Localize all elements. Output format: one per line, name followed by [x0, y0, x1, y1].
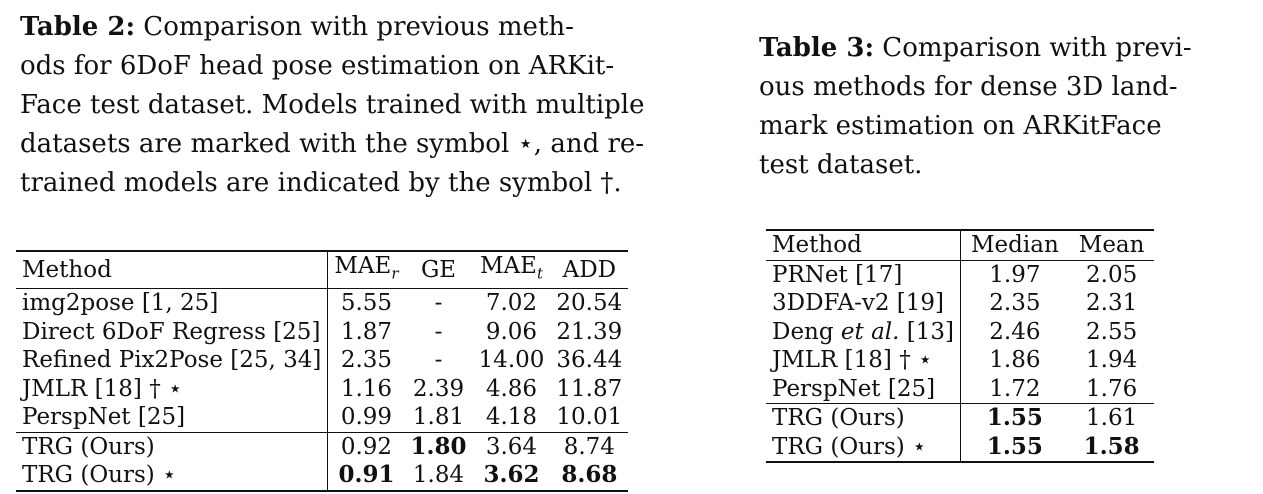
table-row: TRG (Ours) 1.55 1.61 — [766, 403, 1155, 433]
caption-label: Table 2: — [20, 12, 136, 42]
table-row: PerspNet [25] 0.99 1.81 4.18 10.01 — [16, 403, 628, 433]
table-header-row: Method MAEr GE MAEt ADD — [16, 250, 629, 290]
table-row: JMLR [18] † ⋆ 1.16 2.39 4.86 11.87 — [16, 374, 628, 404]
table-row: PerspNet [25] 1.72 1.76 — [766, 374, 1154, 404]
caption-line: test dataset. — [759, 150, 923, 180]
caption-line: ous methods for dense 3D land- — [759, 72, 1178, 102]
caption-line: datasets are marked with the symbol ⋆, a… — [20, 129, 645, 159]
table3: Method Median Mean PRNet [17] 1.97 2.05 … — [766, 229, 1155, 463]
table-row: PRNet [17] 1.97 2.05 — [766, 260, 1154, 289]
table-row: TRG (Ours) ⋆ 1.55 1.58 — [766, 432, 1155, 463]
table-row: TRG (Ours) 0.92 1.80 3.64 8.74 — [16, 431, 629, 462]
table2-caption: Table 2: Comparison with previous meth- … — [20, 8, 710, 203]
caption-line: mark estimation on ARKitFace — [759, 111, 1162, 141]
col-mean: Mean — [1068, 229, 1155, 261]
table-row: Deng et al. [13] 2.46 2.55 — [766, 317, 1154, 346]
table-row: Direct 6DoF Regress [25] 1.87 - 9.06 21.… — [16, 317, 628, 347]
caption-line: ods for 6DoF head pose estimation on ARK… — [20, 51, 615, 81]
col-add: ADD — [550, 250, 629, 290]
table2: Method MAEr GE MAEt ADD img2pose [1, 25]… — [16, 250, 629, 492]
table3-caption: Table 3: Comparison with previ- ous meth… — [759, 29, 1254, 185]
col-mae-r: MAEr — [327, 250, 405, 290]
col-ge: GE — [404, 250, 473, 290]
col-method: Method — [16, 250, 329, 290]
caption-line: Table 2: Comparison with previous meth- — [20, 12, 574, 42]
table-row: JMLR [18] † ⋆ 1.86 1.94 — [766, 346, 1154, 375]
caption-line: Face test dataset. Models trained with m… — [20, 90, 645, 120]
table-row: Refined Pix2Pose [25, 34] 2.35 - 14.00 3… — [16, 346, 628, 375]
caption-line: Table 3: Comparison with previ- — [759, 33, 1192, 63]
table-header-row: Method Median Mean — [766, 229, 1155, 261]
col-median: Median — [960, 229, 1069, 261]
table-row: TRG (Ours) ⋆ 0.91 1.84 3.62 8.68 — [16, 461, 629, 492]
caption-label: Table 3: — [759, 33, 875, 63]
table-row: 3DDFA-v2 [19] 2.35 2.31 — [766, 289, 1154, 318]
col-method: Method — [766, 229, 961, 261]
col-mae-t: MAEt — [472, 250, 551, 290]
table-row: img2pose [1, 25] 5.55 - 7.02 20.54 — [16, 288, 628, 318]
caption-line: trained models are indicated by the symb… — [20, 168, 622, 198]
